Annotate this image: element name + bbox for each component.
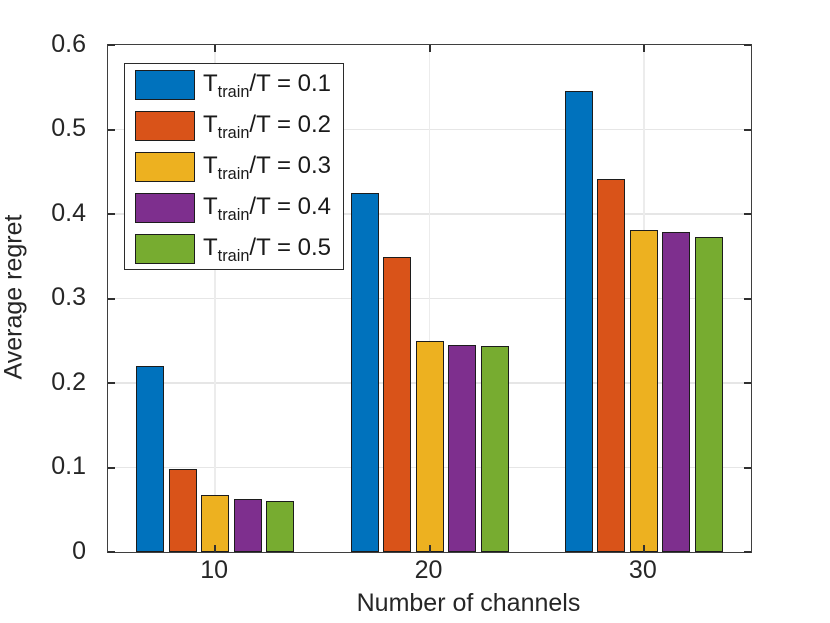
bar-0.2-group-20 [383, 257, 411, 552]
bar-0.5-group-10 [266, 501, 295, 552]
legend-label: Ttrain/T = 0.2 [203, 110, 332, 142]
bar-0.5-group-20 [480, 345, 509, 552]
x-tick-label: 20 [414, 556, 443, 584]
x-axis-tick [642, 45, 645, 52]
bar-0.1-group-20 [350, 192, 379, 552]
legend-swatch [135, 69, 195, 100]
x-axis-tick [214, 45, 217, 52]
legend-row: Ttrain/T = 0.2 [125, 105, 343, 146]
x-axis-tick [428, 545, 431, 552]
x-tick-label: 10 [200, 556, 229, 584]
bar-0.2-group-30 [597, 179, 626, 552]
x-tick-label: 30 [628, 556, 657, 584]
y-tick-label: 0 [72, 536, 86, 565]
legend-label: Ttrain/T = 0.4 [203, 192, 332, 224]
y-tick-label: 0.3 [51, 283, 86, 311]
y-axis-tick [108, 213, 115, 215]
x-axis-label: Number of channels [356, 589, 581, 617]
plot-area: Ttrain/T = 0.1 Ttrain/T = 0.2 Ttrain/T = 0… [107, 44, 752, 553]
y-axis-tick [108, 297, 115, 300]
x-axis-tick [214, 545, 217, 552]
bar-0.1-group-30 [564, 91, 593, 552]
bar-0.1-group-10 [136, 366, 165, 552]
y-tick-label: 0.6 [51, 29, 86, 58]
bar-0.3-group-20 [415, 340, 444, 552]
x-axis-label-wrap: Number of channels [0, 589, 830, 618]
legend-swatch [135, 192, 195, 223]
bar-0.4-group-30 [662, 231, 691, 552]
legend: Ttrain/T = 0.1 Ttrain/T = 0.2 Ttrain/T = 0… [124, 63, 344, 270]
bar-0.4-group-20 [448, 344, 476, 552]
y-axis-tick [744, 551, 751, 553]
bar-0.3-group-10 [201, 495, 230, 552]
legend-swatch [135, 151, 195, 182]
bar-0.2-group-10 [168, 469, 197, 552]
legend-label: Ttrain/T = 0.3 [203, 151, 332, 183]
legend-row: Ttrain/T = 0.5 [125, 228, 343, 269]
y-axis-tick [108, 466, 115, 469]
y-axis-tick [744, 44, 751, 46]
legend-row: Ttrain/T = 0.3 [125, 146, 343, 187]
bar-0.5-group-30 [694, 236, 723, 552]
bar-0.3-group-30 [629, 230, 658, 552]
y-tick-label: 0.5 [51, 114, 86, 142]
y-tick-label: 0.2 [51, 367, 86, 396]
legend-row: Ttrain/T = 0.4 [125, 187, 343, 228]
legend-row: Ttrain/T = 0.1 [125, 64, 343, 105]
y-axis-tick [744, 466, 751, 469]
x-axis-tick [642, 545, 645, 552]
y-axis-tick [744, 297, 751, 300]
y-axis-tick [744, 213, 751, 215]
v-gridline [428, 45, 431, 552]
y-axis-tick [108, 128, 115, 131]
v-gridline [214, 45, 216, 552]
y-tick-label: 0.4 [51, 198, 86, 227]
y-tick-label: 0.1 [51, 452, 86, 480]
legend-swatch [135, 233, 195, 264]
y-axis-tick [744, 382, 751, 384]
legend-label: Ttrain/T = 0.5 [203, 233, 332, 265]
y-axis-tick [744, 128, 751, 131]
y-axis-tick [108, 44, 115, 46]
legend-label: Ttrain/T = 0.1 [203, 69, 332, 101]
y-axis-tick [108, 382, 115, 384]
y-axis-tick [108, 551, 115, 553]
x-axis-tick [428, 45, 431, 52]
bar-0.4-group-10 [233, 498, 262, 552]
legend-swatch [135, 110, 195, 141]
